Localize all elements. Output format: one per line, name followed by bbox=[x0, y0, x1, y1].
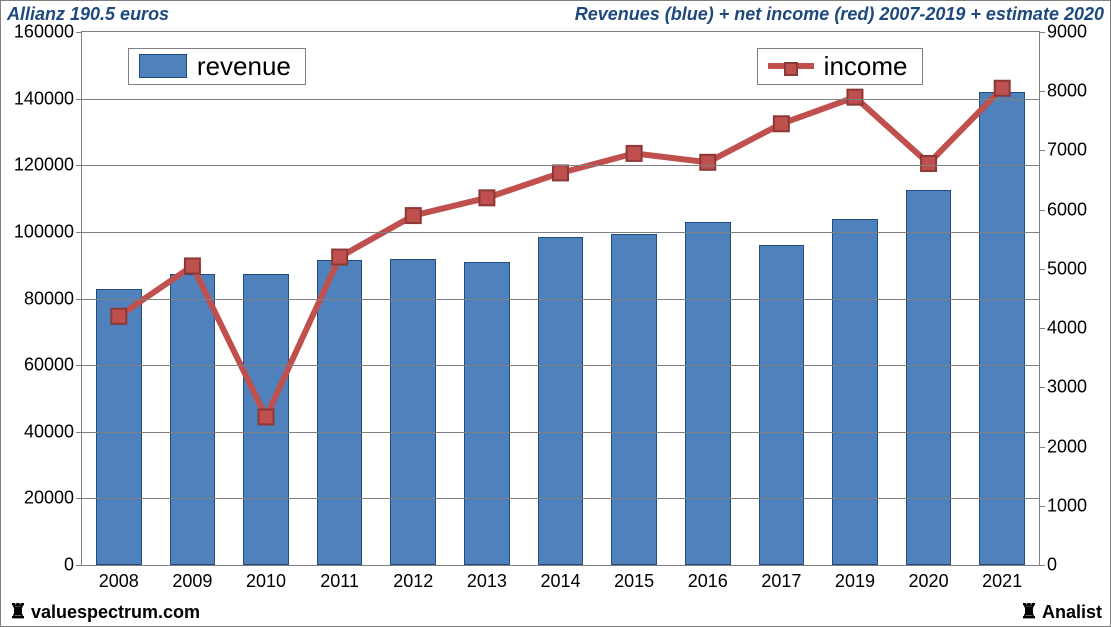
gridline bbox=[82, 232, 1039, 233]
legend-income: income bbox=[757, 48, 923, 85]
revenue-bar bbox=[538, 237, 584, 565]
y-right-label: 9000 bbox=[1047, 22, 1087, 43]
x-label: 2011 bbox=[320, 571, 359, 592]
y-right-tick bbox=[1039, 565, 1045, 566]
revenue-bar bbox=[685, 222, 731, 565]
x-label: 2009 bbox=[172, 571, 212, 592]
y-left-tick bbox=[76, 299, 82, 300]
y-right-label: 3000 bbox=[1047, 377, 1087, 398]
x-label: 2012 bbox=[393, 571, 433, 592]
revenue-bar bbox=[611, 234, 657, 565]
gridline bbox=[82, 99, 1039, 100]
title-bar: Allianz 190.5 euros Revenues (blue) + ne… bbox=[7, 3, 1104, 25]
y-right-tick bbox=[1039, 91, 1045, 92]
legend-revenue: revenue bbox=[128, 48, 306, 85]
revenue-bar bbox=[464, 262, 510, 565]
revenue-bar bbox=[390, 259, 436, 565]
y-left-label: 80000 bbox=[24, 288, 74, 309]
footer-left-text: valuespectrum.com bbox=[31, 602, 200, 623]
y-left-label: 40000 bbox=[24, 421, 74, 442]
x-label: 2015 bbox=[614, 571, 654, 592]
title-right: Revenues (blue) + net income (red) 2007-… bbox=[575, 4, 1104, 25]
y-left-label: 120000 bbox=[14, 155, 74, 176]
y-right-label: 1000 bbox=[1047, 495, 1087, 516]
footer-left: ♜ valuespectrum.com bbox=[9, 602, 200, 623]
revenue-bar bbox=[906, 190, 952, 565]
revenue-bar bbox=[243, 274, 289, 565]
y-right-tick bbox=[1039, 150, 1045, 151]
y-right-label: 8000 bbox=[1047, 81, 1087, 102]
plot-area: revenue income 2008200920102011201220132… bbox=[81, 31, 1040, 566]
x-label: 2019 bbox=[835, 571, 875, 592]
legend-income-label: income bbox=[824, 51, 908, 82]
y-right-tick bbox=[1039, 269, 1045, 270]
y-left-label: 60000 bbox=[24, 355, 74, 376]
y-left-label: 0 bbox=[64, 555, 74, 576]
footer-bar: ♜ valuespectrum.com ♜ Analist bbox=[9, 601, 1102, 623]
x-label: 2014 bbox=[540, 571, 580, 592]
gridline bbox=[82, 365, 1039, 366]
y-left-tick bbox=[76, 432, 82, 433]
y-left-tick bbox=[76, 99, 82, 100]
x-label: 2017 bbox=[761, 571, 801, 592]
gridline bbox=[82, 299, 1039, 300]
legend-revenue-label: revenue bbox=[197, 51, 291, 82]
y-right-label: 5000 bbox=[1047, 258, 1087, 279]
chart-frame: Allianz 190.5 euros Revenues (blue) + ne… bbox=[0, 0, 1111, 627]
y-left-label: 20000 bbox=[24, 488, 74, 509]
gridline bbox=[82, 432, 1039, 433]
rook-icon: ♜ bbox=[1020, 602, 1038, 622]
footer-right-text: Analist bbox=[1042, 602, 1102, 623]
y-left-tick bbox=[76, 32, 82, 33]
y-right-label: 4000 bbox=[1047, 318, 1087, 339]
y-left-tick bbox=[76, 232, 82, 233]
y-left-label: 140000 bbox=[14, 88, 74, 109]
y-left-tick bbox=[76, 365, 82, 366]
revenue-bar bbox=[317, 260, 363, 565]
y-right-tick bbox=[1039, 447, 1045, 448]
revenue-bar bbox=[832, 219, 878, 565]
revenue-bar bbox=[759, 245, 805, 565]
x-label: 2008 bbox=[99, 571, 139, 592]
y-right-tick bbox=[1039, 32, 1045, 33]
x-axis-labels: 2008 2009 2010 2011 2012 2013 2014 2015 2016 2017… bbox=[82, 571, 1039, 595]
revenue-bar bbox=[170, 274, 216, 565]
y-left-label: 160000 bbox=[14, 22, 74, 43]
y-right-label: 6000 bbox=[1047, 199, 1087, 220]
x-label: 2010 bbox=[246, 571, 286, 592]
x-label: 2016 bbox=[688, 571, 728, 592]
y-left-tick bbox=[76, 565, 82, 566]
y-right-label: 0 bbox=[1047, 555, 1057, 576]
revenue-bar bbox=[96, 289, 142, 565]
y-left-tick bbox=[76, 498, 82, 499]
y-right-tick bbox=[1039, 506, 1045, 507]
y-left-tick bbox=[76, 165, 82, 166]
y-right-label: 7000 bbox=[1047, 140, 1087, 161]
y-right-tick bbox=[1039, 210, 1045, 211]
revenue-bar bbox=[979, 92, 1025, 565]
footer-right: ♜ Analist bbox=[1020, 602, 1102, 623]
y-left-label: 100000 bbox=[14, 221, 74, 242]
x-label: 2021 bbox=[982, 571, 1022, 592]
legend-revenue-swatch bbox=[139, 54, 187, 78]
y-right-label: 2000 bbox=[1047, 436, 1087, 457]
gridline bbox=[82, 165, 1039, 166]
y-right-tick bbox=[1039, 387, 1045, 388]
gridline bbox=[82, 498, 1039, 499]
rook-icon: ♜ bbox=[9, 602, 27, 622]
y-right-tick bbox=[1039, 328, 1045, 329]
x-label: 2013 bbox=[467, 571, 507, 592]
legend-income-swatch bbox=[768, 63, 814, 69]
x-label: 2020 bbox=[909, 571, 949, 592]
